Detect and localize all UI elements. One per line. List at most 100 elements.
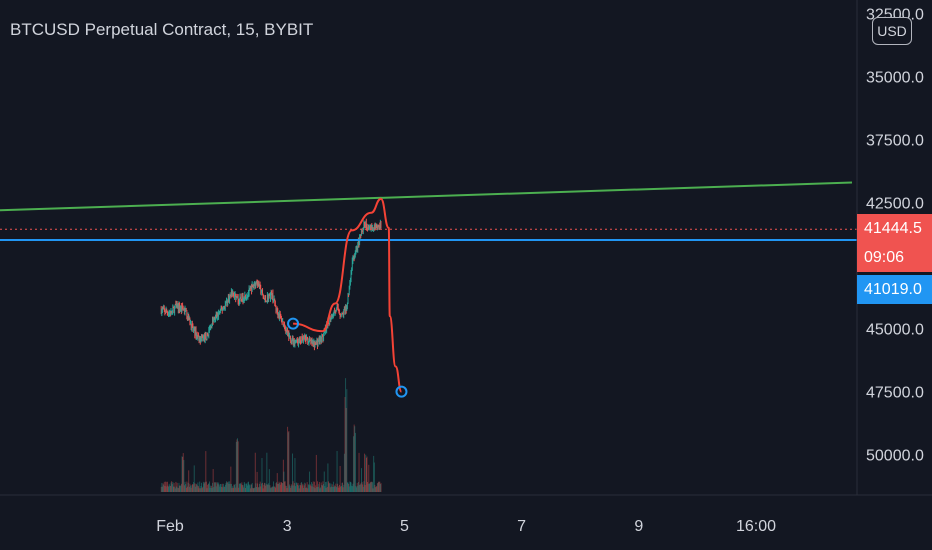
volume-bar bbox=[335, 487, 337, 492]
y-tick-label: 42500.0 bbox=[866, 196, 924, 213]
trend-line[interactable] bbox=[0, 181, 853, 212]
volume-bar bbox=[258, 487, 260, 492]
volume-bar bbox=[218, 484, 220, 492]
volume-bar bbox=[230, 466, 232, 492]
volume-bar bbox=[352, 483, 354, 492]
volume-bar bbox=[306, 482, 308, 492]
x-tick-label: 7 bbox=[517, 518, 526, 535]
x-tick-label: 9 bbox=[634, 518, 643, 535]
volume-bar bbox=[180, 483, 182, 492]
volume-bar bbox=[285, 485, 287, 492]
volume-bar bbox=[380, 483, 382, 492]
volume-bar bbox=[209, 481, 210, 492]
volume-bar bbox=[163, 484, 165, 492]
volume-bar bbox=[231, 483, 232, 492]
volume-bar bbox=[184, 485, 185, 492]
currency-button[interactable]: USD bbox=[872, 17, 912, 45]
volume-bar bbox=[254, 452, 256, 492]
volume-bar bbox=[344, 397, 346, 492]
volume-bar bbox=[312, 483, 314, 492]
volume-bar bbox=[323, 484, 325, 492]
volume-bar bbox=[235, 441, 237, 492]
volume-bar bbox=[205, 451, 207, 492]
volume-bar bbox=[346, 482, 348, 492]
volume-bar bbox=[177, 488, 179, 492]
volume-bar bbox=[367, 483, 369, 492]
volume-bar bbox=[304, 482, 306, 492]
volume-bar bbox=[353, 424, 355, 492]
volume-bar bbox=[210, 485, 212, 492]
volume-bar bbox=[295, 482, 297, 492]
volume-bar bbox=[314, 481, 315, 492]
volume-bar bbox=[281, 483, 283, 492]
volume-bar bbox=[291, 485, 293, 492]
volume-bar bbox=[378, 481, 380, 492]
volume-bar bbox=[232, 486, 234, 492]
volume-bar bbox=[191, 485, 193, 492]
volume-bar bbox=[316, 486, 318, 492]
volume-bar bbox=[194, 486, 196, 492]
volume-bar bbox=[308, 485, 310, 492]
path-anchor-point[interactable] bbox=[287, 317, 300, 330]
volume-bar bbox=[244, 483, 246, 492]
volume-bar bbox=[245, 483, 247, 492]
volume-bar bbox=[329, 487, 331, 492]
volume-bar bbox=[376, 486, 378, 492]
volume-bar bbox=[324, 486, 326, 492]
volume-bar bbox=[275, 483, 277, 492]
volume-bar bbox=[307, 488, 309, 492]
volume-bars bbox=[160, 378, 382, 492]
volume-bar bbox=[221, 486, 223, 492]
volume-bar bbox=[372, 488, 374, 492]
volume-bar bbox=[279, 483, 281, 492]
volume-bar bbox=[190, 485, 192, 492]
volume-bar bbox=[241, 482, 243, 492]
volume-bar bbox=[213, 482, 215, 492]
volume-bar bbox=[249, 485, 251, 492]
volume-bar bbox=[196, 484, 198, 492]
volume-bar bbox=[369, 483, 371, 492]
y-tick-label: 47500.0 bbox=[866, 385, 924, 402]
volume-bar bbox=[303, 487, 304, 492]
volume-bar bbox=[317, 481, 318, 492]
volume-bar bbox=[364, 453, 365, 492]
volume-bar bbox=[262, 482, 264, 492]
volume-bar bbox=[242, 485, 244, 492]
volume-bar bbox=[290, 487, 292, 492]
volume-bar bbox=[200, 486, 202, 492]
volume-bar bbox=[199, 488, 201, 492]
volume-bar bbox=[290, 484, 292, 492]
volume-bar bbox=[351, 485, 353, 492]
volume-bar bbox=[283, 471, 285, 492]
volume-bar bbox=[379, 481, 381, 492]
path-anchor-point[interactable] bbox=[395, 385, 408, 398]
volume-bar bbox=[362, 484, 364, 492]
volume-bar bbox=[331, 484, 333, 492]
time-axis[interactable]: Feb 3 5 7 9 16:00 bbox=[156, 518, 776, 535]
volume-bar bbox=[309, 484, 311, 492]
volume-bar bbox=[236, 439, 238, 492]
volume-bar bbox=[206, 488, 208, 492]
volume-bar bbox=[326, 481, 328, 492]
volume-bar bbox=[171, 484, 173, 492]
volume-bar bbox=[172, 482, 174, 492]
volume-bar bbox=[299, 485, 301, 492]
volume-bar bbox=[239, 483, 241, 492]
volume-bar bbox=[340, 485, 342, 492]
volume-bar bbox=[321, 484, 323, 492]
volume-bar bbox=[328, 481, 329, 492]
volume-bar bbox=[373, 462, 375, 492]
candlestick-series bbox=[160, 218, 382, 351]
volume-bar bbox=[231, 488, 233, 492]
volume-bar bbox=[342, 487, 344, 492]
volume-bar bbox=[227, 482, 229, 492]
volume-bar bbox=[299, 484, 301, 492]
volume-bar bbox=[256, 486, 257, 492]
volume-bar bbox=[312, 481, 314, 492]
forecast-path[interactable] bbox=[293, 197, 403, 393]
volume-bar bbox=[367, 481, 369, 492]
volume-bar bbox=[342, 482, 344, 492]
volume-bar bbox=[208, 483, 210, 492]
volume-bar bbox=[360, 483, 362, 492]
